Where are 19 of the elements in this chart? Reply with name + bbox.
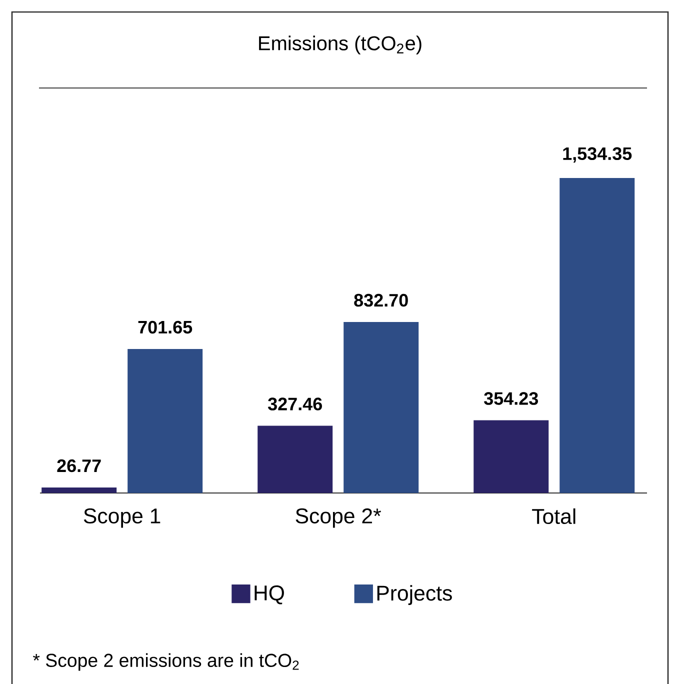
data-label: 354.23	[484, 392, 538, 405]
x-tick-label: Scope 2*	[296, 508, 382, 528]
x-tick-label: Total	[532, 508, 576, 524]
legend-label: Projects	[377, 585, 452, 605]
bar	[474, 420, 549, 494]
text: * Scope 2 emissions are in tCO$_{2}$	[33, 653, 299, 671]
data-label: 701.65	[138, 320, 192, 334]
data-label: 1,534.35	[563, 147, 632, 163]
bar	[42, 488, 117, 494]
bar	[128, 348, 203, 494]
bar	[560, 178, 635, 494]
bar	[258, 426, 333, 494]
bar	[344, 322, 419, 494]
data-label: 832.70	[354, 294, 408, 307]
data-label: 327.46	[268, 398, 322, 410]
data-label: 26.77	[57, 459, 101, 472]
chart-title: Emissions (tCO$_{2}$e)	[259, 36, 422, 54]
legend-label: HQ	[254, 585, 284, 604]
x-tick-label: Scope 1	[84, 508, 160, 528]
